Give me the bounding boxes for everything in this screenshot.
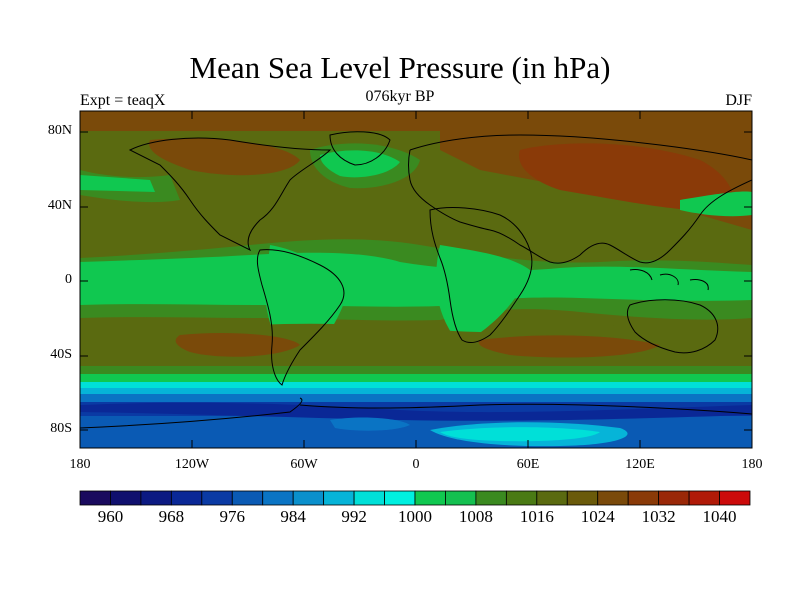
colorbar-swatch (110, 490, 142, 506)
colorbar-swatch (445, 490, 477, 506)
lat-label-0: 0 (65, 272, 72, 287)
colorbar-swatch (79, 490, 111, 506)
colorbar-label: 1008 (458, 507, 493, 526)
lat-label-80s: 80S (50, 421, 72, 436)
colorbar-label: 1000 (398, 507, 432, 526)
colorbar-label: 976 (219, 507, 246, 526)
colorbar-swatch (414, 490, 446, 506)
colorbar-swatch (170, 490, 203, 506)
colorbar-swatch (627, 490, 660, 506)
colorbar-label: 992 (341, 507, 367, 526)
colorbar-swatch (262, 490, 294, 506)
colorbar-swatch (323, 490, 355, 506)
colorbar-swatch (505, 490, 538, 506)
lon-label-120w: 120W (174, 457, 210, 472)
colorbar-swatch (688, 490, 720, 506)
lon-label-180-east: 180 (741, 457, 763, 472)
lon-label-60e: 60E (516, 457, 540, 472)
colorbar-swatch (475, 490, 507, 506)
colorbar-swatch (353, 490, 385, 506)
lon-ticks (191, 111, 641, 448)
colorbar-label: 1032 (641, 507, 676, 526)
lat-label-40n: 40N (47, 198, 72, 213)
colorbar-swatch (597, 490, 629, 506)
colorbar-swatch (384, 490, 416, 506)
colorbar-swatch (292, 490, 325, 506)
season-label: DJF (725, 92, 752, 109)
colorbar-label: 968 (158, 507, 185, 526)
chart-title: Mean Sea Level Pressure (in hPa) (189, 50, 611, 85)
lat-label-40s: 40S (50, 347, 72, 362)
lon-label-60w: 60W (290, 457, 318, 472)
colorbar-swatch (658, 490, 690, 506)
lon-label-180-west: 180 (69, 457, 91, 472)
lon-label-0: 0 (412, 457, 420, 472)
colorbar-label: 1040 (702, 507, 737, 526)
period-label: 076kyr BP (365, 88, 435, 105)
colorbar-label: 1016 (519, 507, 554, 526)
lat-ticks (80, 131, 752, 431)
colorbar-swatch (231, 490, 264, 506)
lat-label-80n: 80N (47, 123, 72, 138)
colorbar-swatch (719, 490, 751, 506)
map-fill (80, 111, 752, 448)
lon-label-120e: 120E (625, 457, 655, 472)
colorbar-label: 1024 (580, 507, 615, 526)
colorbar-swatch (536, 490, 568, 506)
colorbar-label: 960 (97, 507, 124, 526)
colorbar-label: 984 (280, 507, 306, 526)
colorbar-swatch (201, 490, 233, 506)
colorbar-swatch (140, 490, 172, 506)
coastlines (80, 131, 752, 429)
experiment-label: Expt = teaqX (80, 92, 166, 109)
colorbar-swatch (566, 490, 599, 506)
